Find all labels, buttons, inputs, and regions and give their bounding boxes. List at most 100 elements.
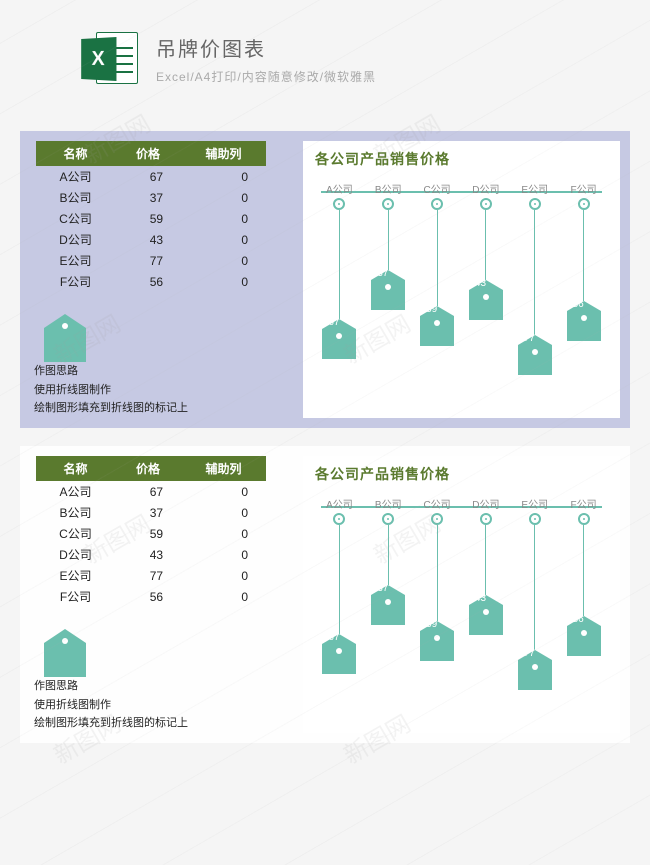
note-line: 使用折线图制作: [34, 696, 295, 715]
table-row: F公司560: [36, 586, 266, 607]
chart-category-label: E公司: [510, 496, 559, 511]
chart-drop-line: [485, 525, 486, 595]
chart-node: [382, 198, 394, 210]
table-row: B公司370: [36, 187, 266, 208]
chart-tag: 43: [469, 280, 503, 320]
chart-value-label: 37: [377, 268, 388, 279]
table-header-row: 名称 价格 辅助列: [36, 456, 266, 481]
data-table: 名称 价格 辅助列 A公司670 B公司370 C公司590 D公司430 E公…: [36, 456, 266, 607]
chart-drop-line: [534, 525, 535, 650]
tag-sample-icon: [44, 314, 86, 362]
col-price: 价格: [115, 141, 181, 166]
chart-node: [480, 513, 492, 525]
chart-tag: 56: [567, 616, 601, 656]
table-row: B公司370: [36, 502, 266, 523]
chart-node: [431, 198, 443, 210]
chart-value-label: 59: [426, 619, 437, 630]
note-line: 作图思路: [34, 677, 295, 696]
chart-drop-line: [388, 525, 389, 585]
table-row: E公司770: [36, 565, 266, 586]
note-line: 绘制图形填充到折线图的标记上: [34, 399, 295, 418]
page-subtitle: Excel/A4打印/内容随意修改/微软雅黑: [156, 68, 376, 85]
chart-category-label: D公司: [462, 496, 511, 511]
col-name: 名称: [36, 456, 115, 481]
chart-title: 各公司产品销售价格: [315, 464, 608, 484]
chart-category-label: F公司: [559, 496, 608, 511]
chart-drop-line: [437, 210, 438, 306]
chart-value-label: 56: [573, 614, 584, 625]
chart-drop-line: [339, 210, 340, 319]
col-aux: 辅助列: [181, 141, 266, 166]
chart-drop-line: [388, 210, 389, 270]
col-price: 价格: [115, 456, 181, 481]
chart-category-label: A公司: [315, 181, 364, 196]
table-row: C公司590: [36, 208, 266, 229]
table-row: D公司430: [36, 229, 266, 250]
panel-purple: 名称 价格 辅助列 A公司670 B公司370 C公司590 D公司430 E公…: [20, 131, 630, 428]
chart-tag: 77: [518, 335, 552, 375]
chart-tag: 59: [420, 306, 454, 346]
chart-drop-line: [437, 525, 438, 621]
chart-tag: 67: [322, 319, 356, 359]
table-row: A公司670: [36, 166, 266, 187]
chart-node: [382, 513, 394, 525]
chart-value-label: 67: [328, 632, 339, 643]
table-row: A公司670: [36, 481, 266, 502]
chart-node: [333, 513, 345, 525]
chart-value-label: 77: [524, 648, 535, 659]
table-header-row: 名称 价格 辅助列: [36, 141, 266, 166]
chart-drop-line: [339, 525, 340, 634]
chart-tag: 59: [420, 621, 454, 661]
note-line: 绘制图形填充到折线图的标记上: [34, 714, 295, 733]
col-name: 名称: [36, 141, 115, 166]
chart-tag: 43: [469, 595, 503, 635]
chart-drop-line: [534, 210, 535, 335]
chart-category-label: F公司: [559, 181, 608, 196]
chart-value-label: 43: [475, 593, 486, 604]
data-table: 名称 价格 辅助列 A公司670 B公司370 C公司590 D公司430 E公…: [36, 141, 266, 292]
table-row: F公司560: [36, 271, 266, 292]
chart-tag: 37: [371, 585, 405, 625]
chart-category-label: C公司: [413, 496, 462, 511]
chart-category-label: B公司: [364, 496, 413, 511]
chart-node: [578, 513, 590, 525]
chart-purple: 各公司产品销售价格 A公司67B公司37C公司59D公司43E公司77F公司56: [303, 141, 620, 418]
chart-drop-line: [583, 525, 584, 616]
chart-value-label: 77: [524, 333, 535, 344]
chart-node: [529, 198, 541, 210]
table-row: E公司770: [36, 250, 266, 271]
header: X 吊牌价图表 Excel/A4打印/内容随意修改/微软雅黑: [0, 0, 650, 113]
excel-icon: X: [80, 30, 138, 88]
notes: 作图思路 使用折线图制作 绘制图形填充到折线图的标记上: [30, 677, 295, 733]
chart-value-label: 37: [377, 583, 388, 594]
note-line: 作图思路: [34, 362, 295, 381]
chart-tag: 67: [322, 634, 356, 674]
chart-category-label: C公司: [413, 181, 462, 196]
chart-area: A公司67B公司37C公司59D公司43E公司77F公司56: [315, 181, 608, 371]
chart-value-label: 67: [328, 317, 339, 328]
chart-title: 各公司产品销售价格: [315, 149, 608, 169]
col-aux: 辅助列: [181, 456, 266, 481]
chart-tag: 37: [371, 270, 405, 310]
table-row: D公司430: [36, 544, 266, 565]
table-row: C公司590: [36, 523, 266, 544]
chart-node: [333, 198, 345, 210]
chart-value-label: 43: [475, 278, 486, 289]
chart-category-label: B公司: [364, 181, 413, 196]
tag-sample-icon: [44, 629, 86, 677]
chart-drop-line: [485, 210, 486, 280]
note-line: 使用折线图制作: [34, 381, 295, 400]
excel-icon-letter: X: [81, 37, 116, 81]
chart-value-label: 56: [573, 299, 584, 310]
chart-node: [578, 198, 590, 210]
chart-value-label: 59: [426, 304, 437, 315]
chart-node: [480, 198, 492, 210]
panel-white: 名称 价格 辅助列 A公司670 B公司370 C公司590 D公司430 E公…: [20, 446, 630, 743]
page-title: 吊牌价图表: [156, 33, 376, 62]
chart-node: [529, 513, 541, 525]
chart-category-label: E公司: [510, 181, 559, 196]
chart-area: A公司 67 B公司 37 C公司 59 D公司 43 E公司 77 F公司 56: [315, 496, 608, 686]
chart-category-label: A公司: [315, 496, 364, 511]
chart-tag: 56: [567, 301, 601, 341]
notes: 作图思路 使用折线图制作 绘制图形填充到折线图的标记上: [30, 362, 295, 418]
